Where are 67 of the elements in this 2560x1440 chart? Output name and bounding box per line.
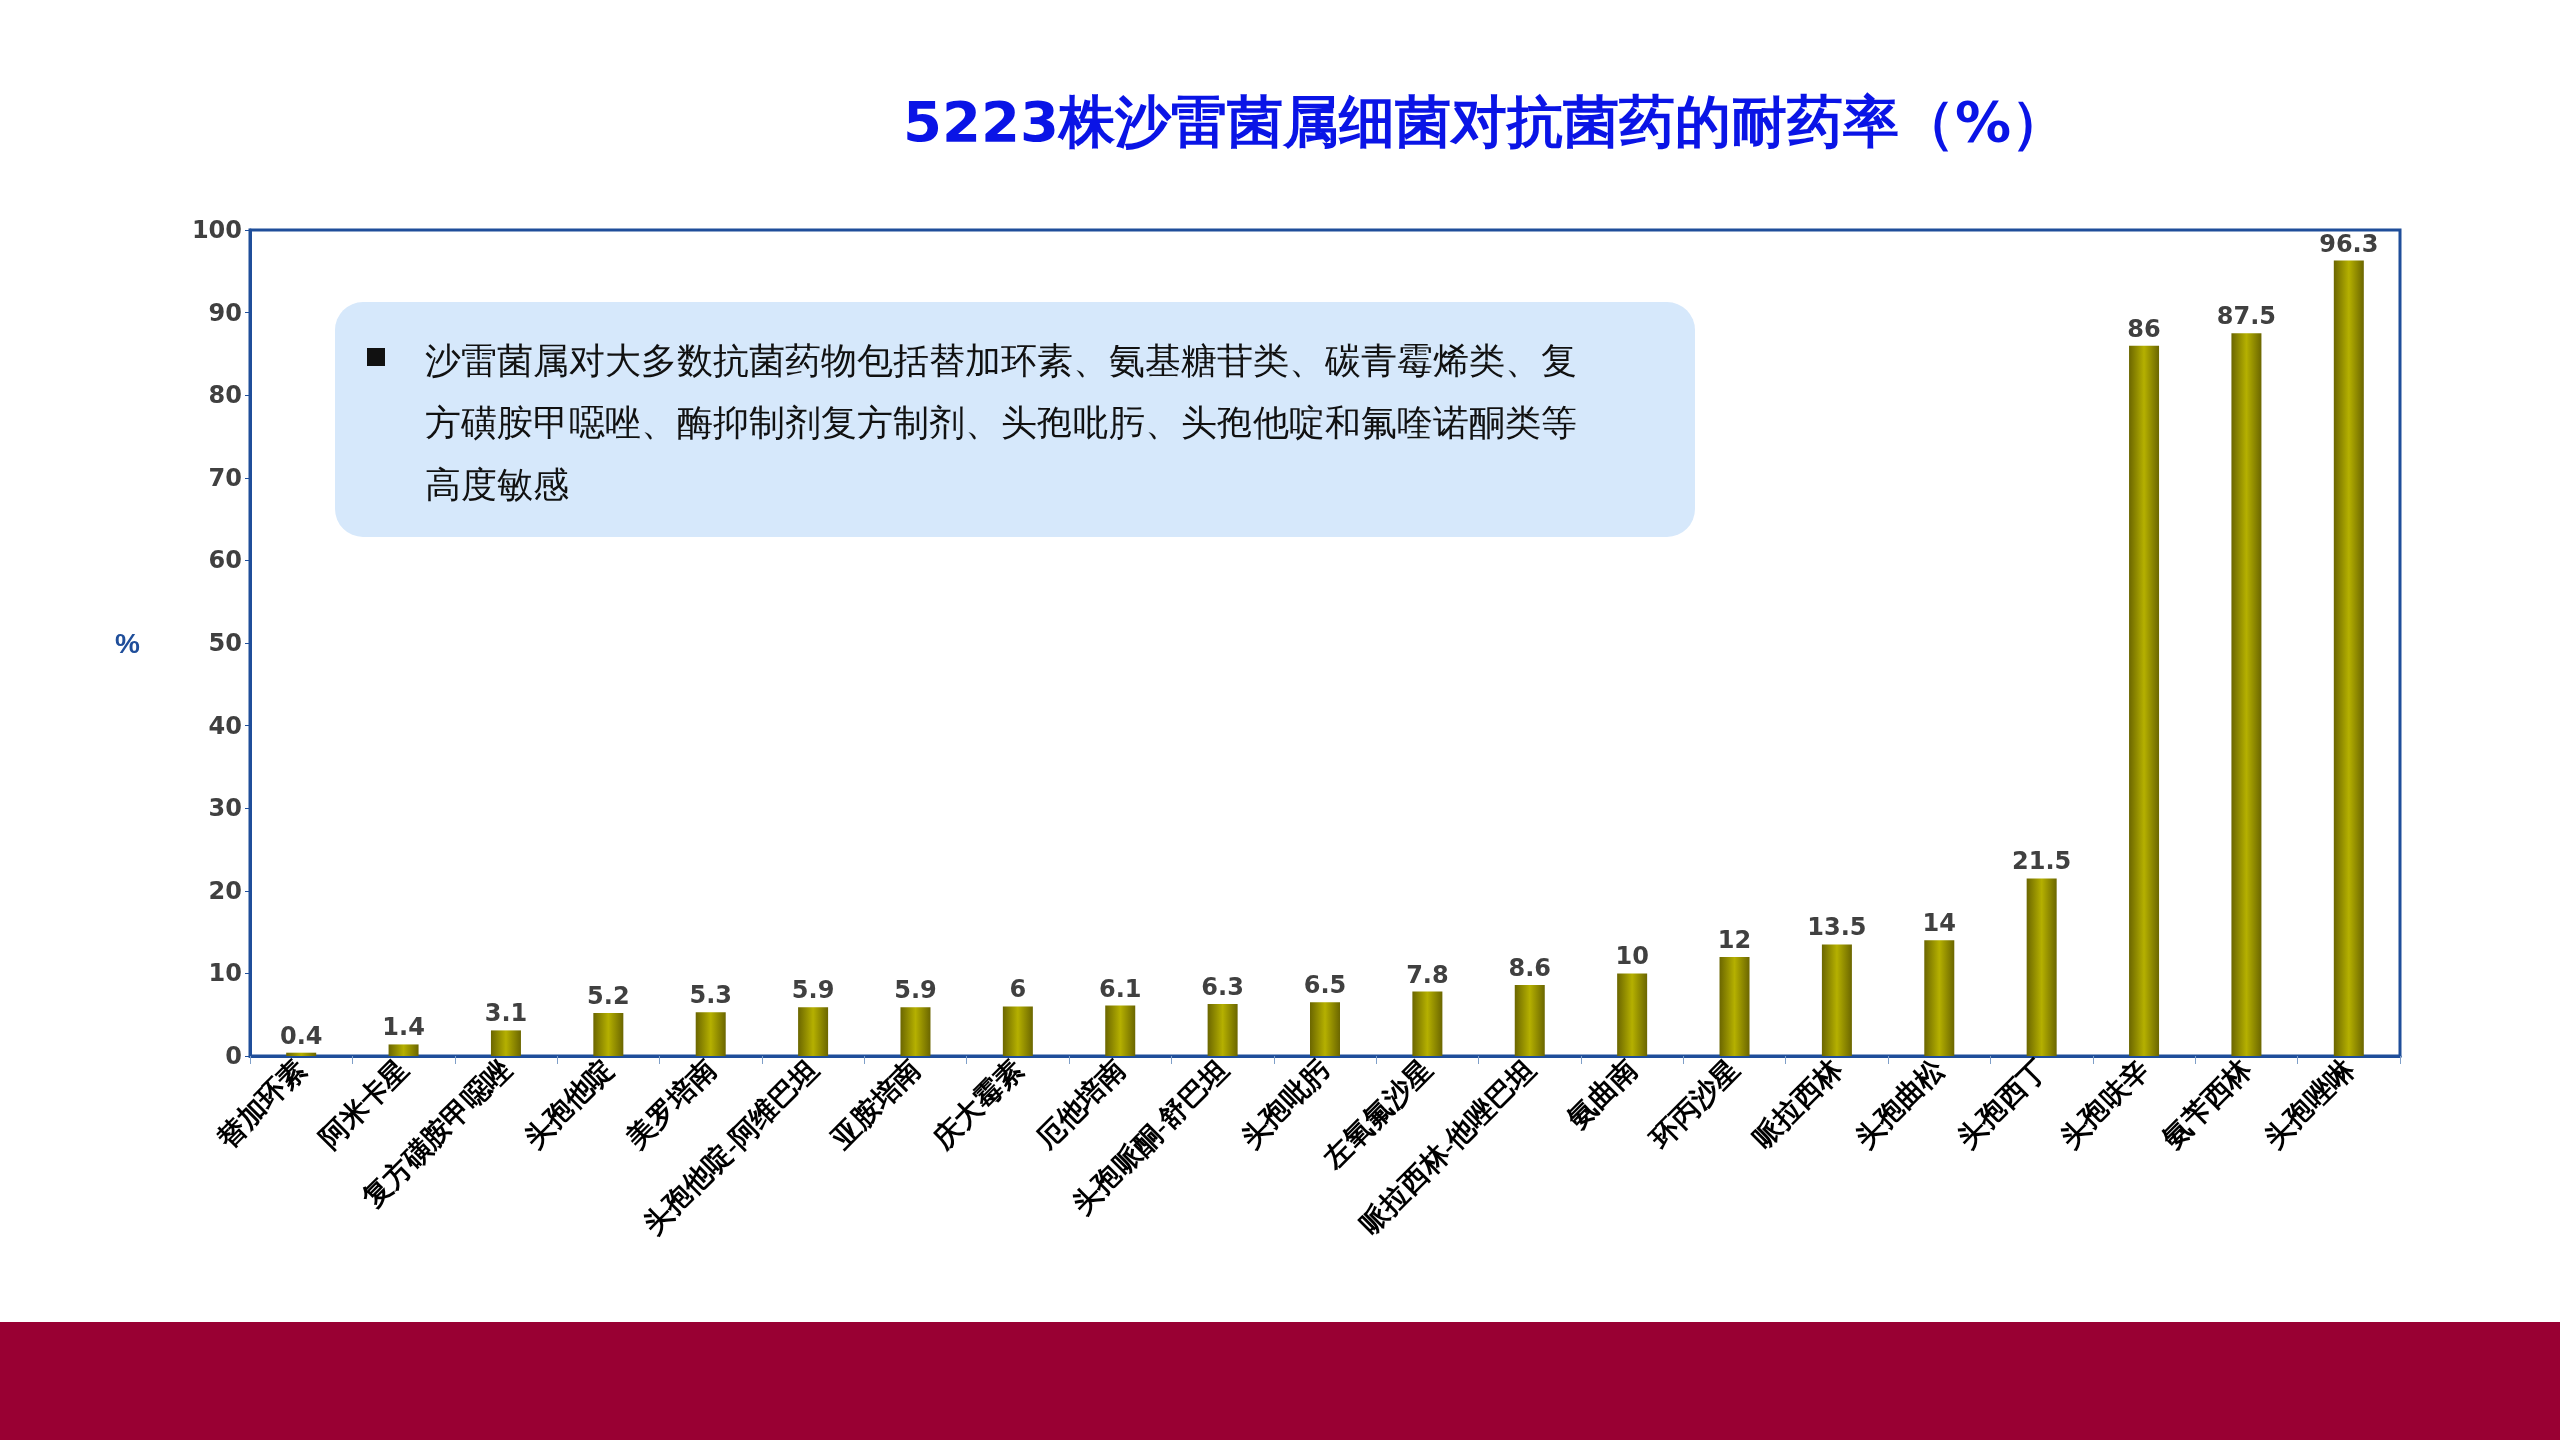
data-label: 14 — [1922, 909, 1956, 938]
bar — [1412, 991, 1443, 1056]
x-tick-label: 头孢西丁 — [1951, 1053, 2053, 1155]
data-label: 10 — [1615, 942, 1649, 971]
data-label: 86 — [2127, 314, 2161, 343]
bar — [2231, 333, 2262, 1056]
data-label: 13.5 — [1807, 913, 1867, 942]
bar — [1821, 944, 1852, 1056]
x-tick-label: 头孢曲松 — [1849, 1052, 1951, 1155]
data-label: 21.5 — [2012, 847, 2072, 876]
bar — [695, 1012, 726, 1056]
data-label: 5.9 — [791, 976, 835, 1005]
bar — [1514, 984, 1545, 1056]
x-tick-label: 头孢唑啉 — [2258, 1052, 2361, 1155]
y-tick-label: 60 — [208, 546, 242, 575]
y-tick-label: 40 — [208, 711, 242, 740]
y-tick-label: 90 — [208, 298, 242, 327]
data-label: 6.5 — [1303, 971, 1347, 1000]
bar — [1207, 1003, 1238, 1056]
data-label: 8.6 — [1508, 953, 1552, 982]
bar — [2026, 878, 2057, 1056]
x-tick-label: 头孢他啶 — [518, 1053, 620, 1155]
bar — [900, 1007, 931, 1056]
bar — [1105, 1005, 1136, 1056]
bar — [1002, 1006, 1033, 1056]
x-tick-label: 亚胺培南 — [824, 1053, 927, 1155]
data-label: 0.4 — [279, 1021, 323, 1050]
data-label: 5.9 — [894, 976, 937, 1005]
data-label: 6.1 — [1098, 974, 1142, 1003]
bar — [286, 1052, 317, 1056]
bar — [798, 1007, 829, 1056]
x-tick-label: 庆大霉素 — [926, 1053, 1029, 1155]
data-label: 96.3 — [2319, 229, 2379, 258]
y-tick-label: 30 — [208, 794, 242, 823]
y-tick-label: 80 — [208, 381, 242, 410]
y-tick-label: 20 — [208, 876, 242, 905]
x-tick-label: 哌拉西林 — [1746, 1052, 1849, 1155]
bar — [388, 1044, 419, 1056]
y-tick-label: 50 — [208, 629, 242, 657]
annotation: 沙雷菌属对大多数抗菌药物包括替加环素、氨基糖苷类、碳青霉烯类、复方磺胺甲噁唑、酶抑制剂复方制剂、头孢吡肟、头孢他啶和氟喹诺酮类等高度敏感 — [425, 340, 1578, 507]
y-tick-label: 70 — [208, 463, 242, 492]
bar — [593, 1013, 624, 1056]
bar — [490, 1030, 521, 1056]
y-tick-label: 0 — [225, 1042, 242, 1070]
x-tick-label: 氨苄西林 — [2155, 1052, 2259, 1155]
bar — [1719, 956, 1750, 1056]
data-label: 87.5 — [2216, 302, 2277, 331]
x-tick-label: 氨曲南 — [1561, 1053, 1644, 1136]
bar — [2333, 260, 2364, 1056]
x-tick-label: 头孢呋辛 — [2053, 1053, 2156, 1155]
bar — [1617, 973, 1648, 1056]
x-tick-label: 环丙沙星 — [1643, 1053, 1746, 1155]
chart-title: 5223株沙雷菌属细菌对抗菌药的耐药率（%） — [903, 88, 2067, 154]
bar — [1310, 1002, 1340, 1056]
bar — [2129, 345, 2160, 1056]
data-label: 5.2 — [587, 982, 630, 1011]
y-tick-label: 100 — [191, 216, 242, 244]
data-label: 1.4 — [382, 1013, 425, 1042]
data-label: 5.3 — [689, 981, 732, 1010]
data-label: 6.3 — [1201, 972, 1244, 1001]
data-label: 12 — [1717, 925, 1752, 954]
data-label: 6 — [1009, 975, 1027, 1004]
data-label: 3.1 — [484, 999, 528, 1028]
y-axis-title: % — [115, 627, 141, 659]
y-tick-label: 10 — [208, 959, 242, 988]
bar — [1924, 940, 1955, 1056]
data-label: 7.8 — [1406, 960, 1449, 989]
